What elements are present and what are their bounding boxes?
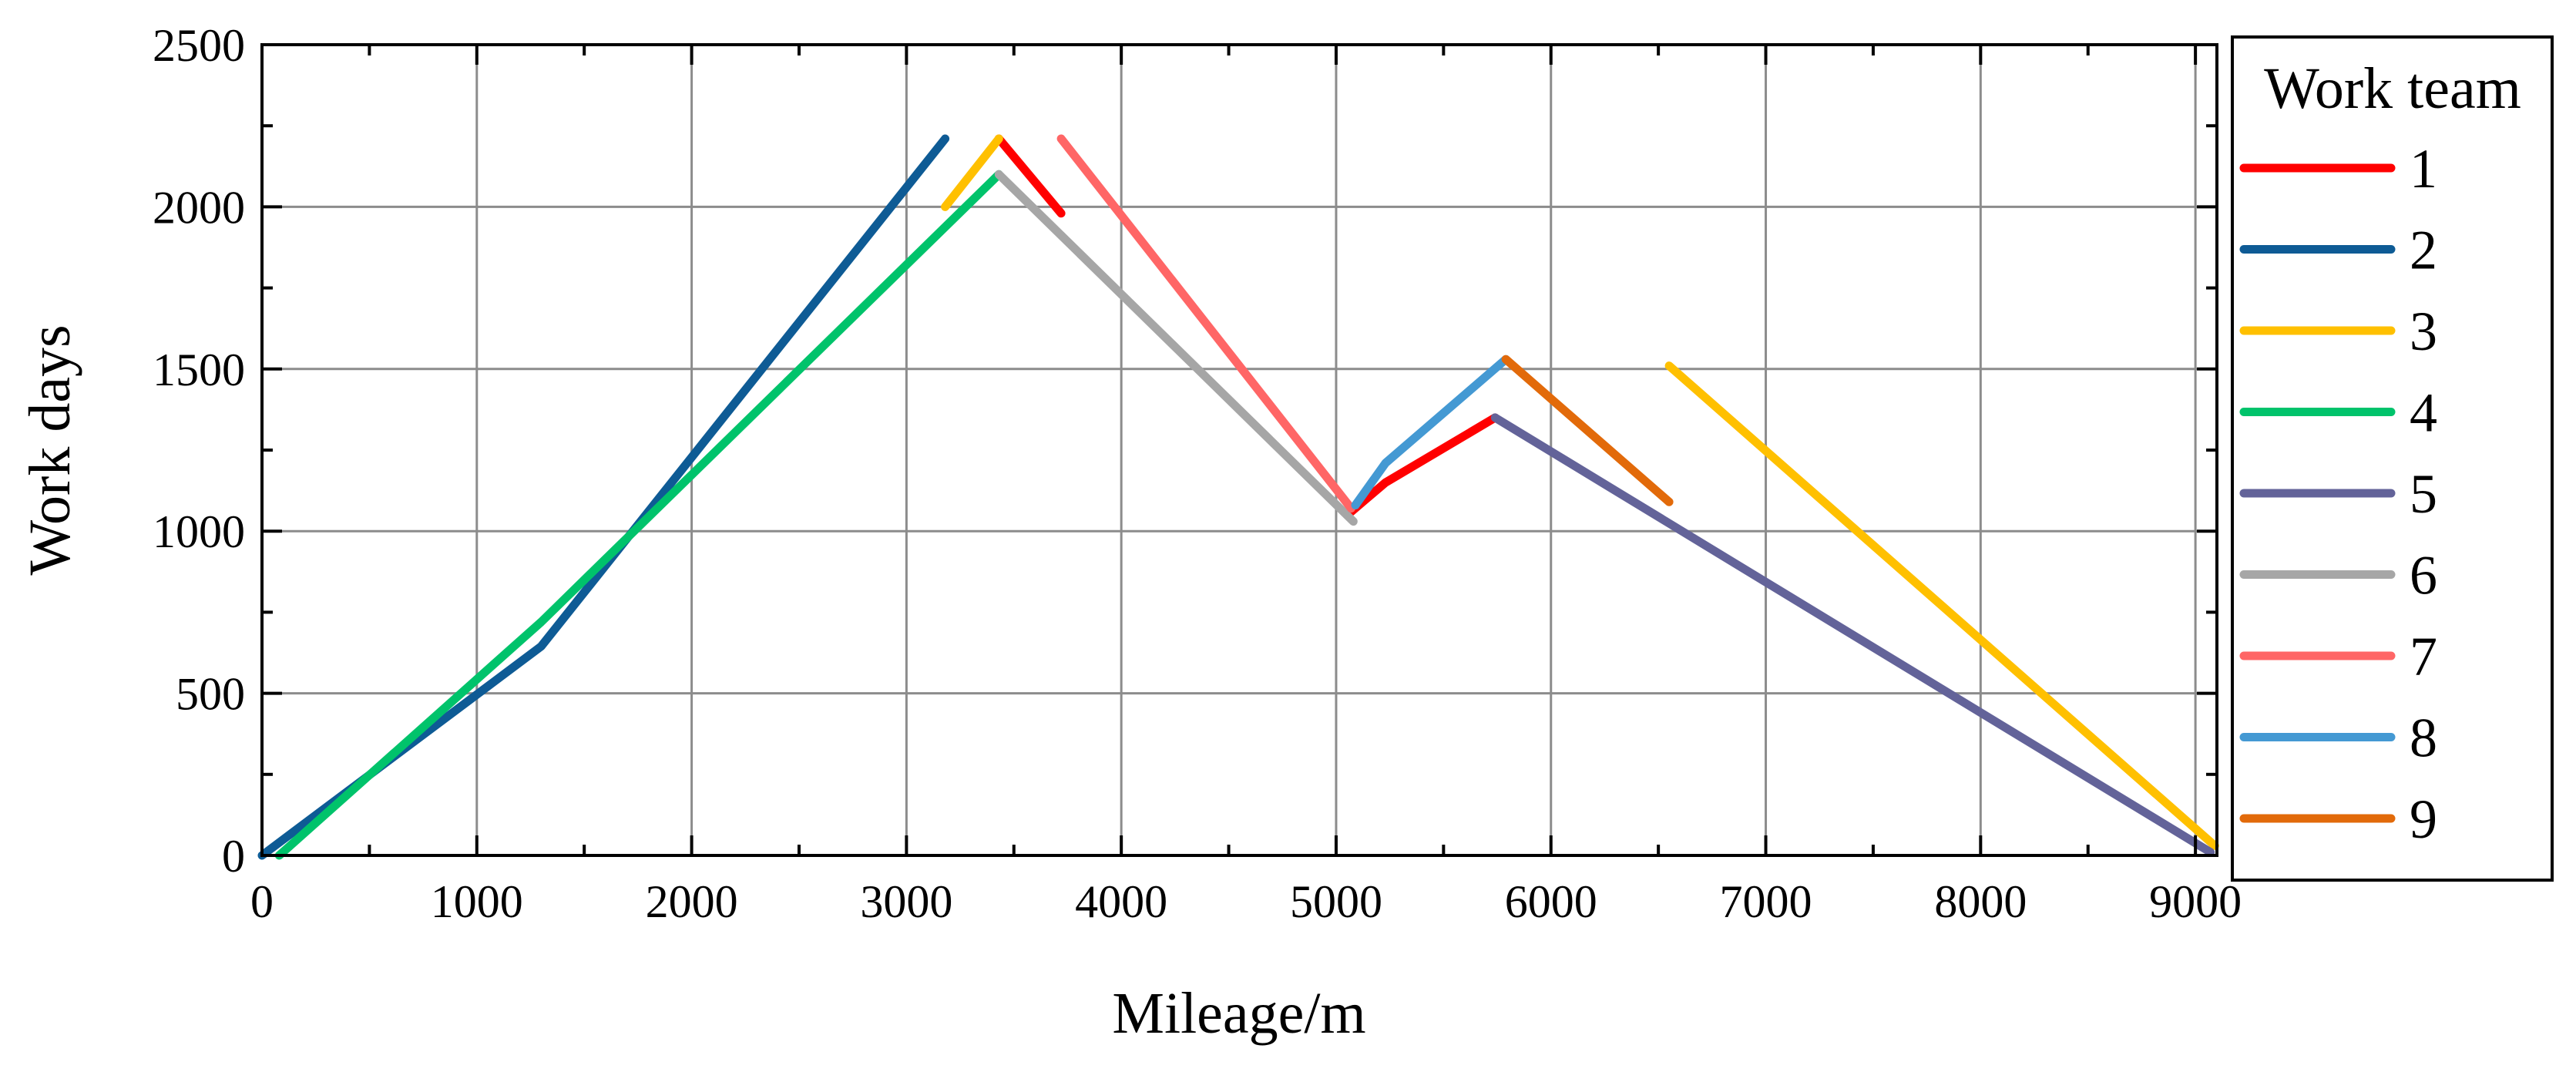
y-tick-label: 1500 <box>153 344 245 395</box>
y-tick-label: 2500 <box>153 20 245 71</box>
legend-label-9: 9 <box>2410 788 2437 850</box>
x-tick-label: 3000 <box>860 876 952 927</box>
x-tick-labels: 0 1000 2000 3000 4000 5000 6000 7000 8000 9000 <box>250 876 2242 927</box>
y-tick-label: 1000 <box>153 506 245 557</box>
x-tick-label: 9000 <box>2149 876 2242 927</box>
series-7-line <box>1056 134 1355 513</box>
x-tick-label: 7000 <box>1720 876 1812 927</box>
legend-items: 1 2 3 4 5 6 7 8 9 <box>2239 138 2437 850</box>
axis-ticks <box>260 43 2217 857</box>
legend-label-6: 6 <box>2410 545 2437 607</box>
x-tick-label: 1000 <box>431 876 523 927</box>
series-9-line <box>1501 355 1674 506</box>
legend: Work team 1 2 3 4 5 6 7 8 9 <box>2231 35 2554 882</box>
series-1-line <box>994 134 1066 218</box>
series-4-line <box>274 170 1003 860</box>
grid <box>262 45 2217 855</box>
legend-box <box>2231 35 2554 882</box>
y-tick-labels: 0 500 1000 1500 2000 2500 <box>153 20 245 882</box>
y-tick-label: 0 <box>222 831 245 882</box>
y-axis-title: Work days <box>18 324 82 575</box>
x-tick-label: 5000 <box>1290 876 1382 927</box>
legend-label-5: 5 <box>2410 463 2437 525</box>
legend-label-8: 8 <box>2410 707 2437 769</box>
x-tick-label: 2000 <box>646 876 738 927</box>
legend-label-4: 4 <box>2410 382 2437 444</box>
legend-label-2: 2 <box>2410 220 2437 281</box>
x-tick-label: 0 <box>250 876 274 927</box>
series-3-line <box>1664 361 2219 850</box>
series-8-line <box>1351 355 1510 509</box>
x-tick-label: 6000 <box>1505 876 1597 927</box>
series-2-line <box>257 134 950 860</box>
legend-label-7: 7 <box>2410 626 2437 687</box>
series-6-line <box>994 170 1358 526</box>
y-tick-label: 2000 <box>153 182 245 233</box>
plot-frame <box>260 43 2218 857</box>
legend-label-1: 1 <box>2410 138 2437 200</box>
series-lines <box>257 134 2219 860</box>
y-tick-label: 500 <box>176 669 245 720</box>
series-3-line <box>941 134 1003 211</box>
x-axis-title: Mileage/m <box>1112 981 1365 1046</box>
legend-title: Work team <box>2264 56 2521 121</box>
x-tick-label: 4000 <box>1075 876 1167 927</box>
legend-label-3: 3 <box>2410 301 2437 362</box>
series-5-line <box>1490 413 2215 857</box>
x-tick-label: 8000 <box>1934 876 2027 927</box>
